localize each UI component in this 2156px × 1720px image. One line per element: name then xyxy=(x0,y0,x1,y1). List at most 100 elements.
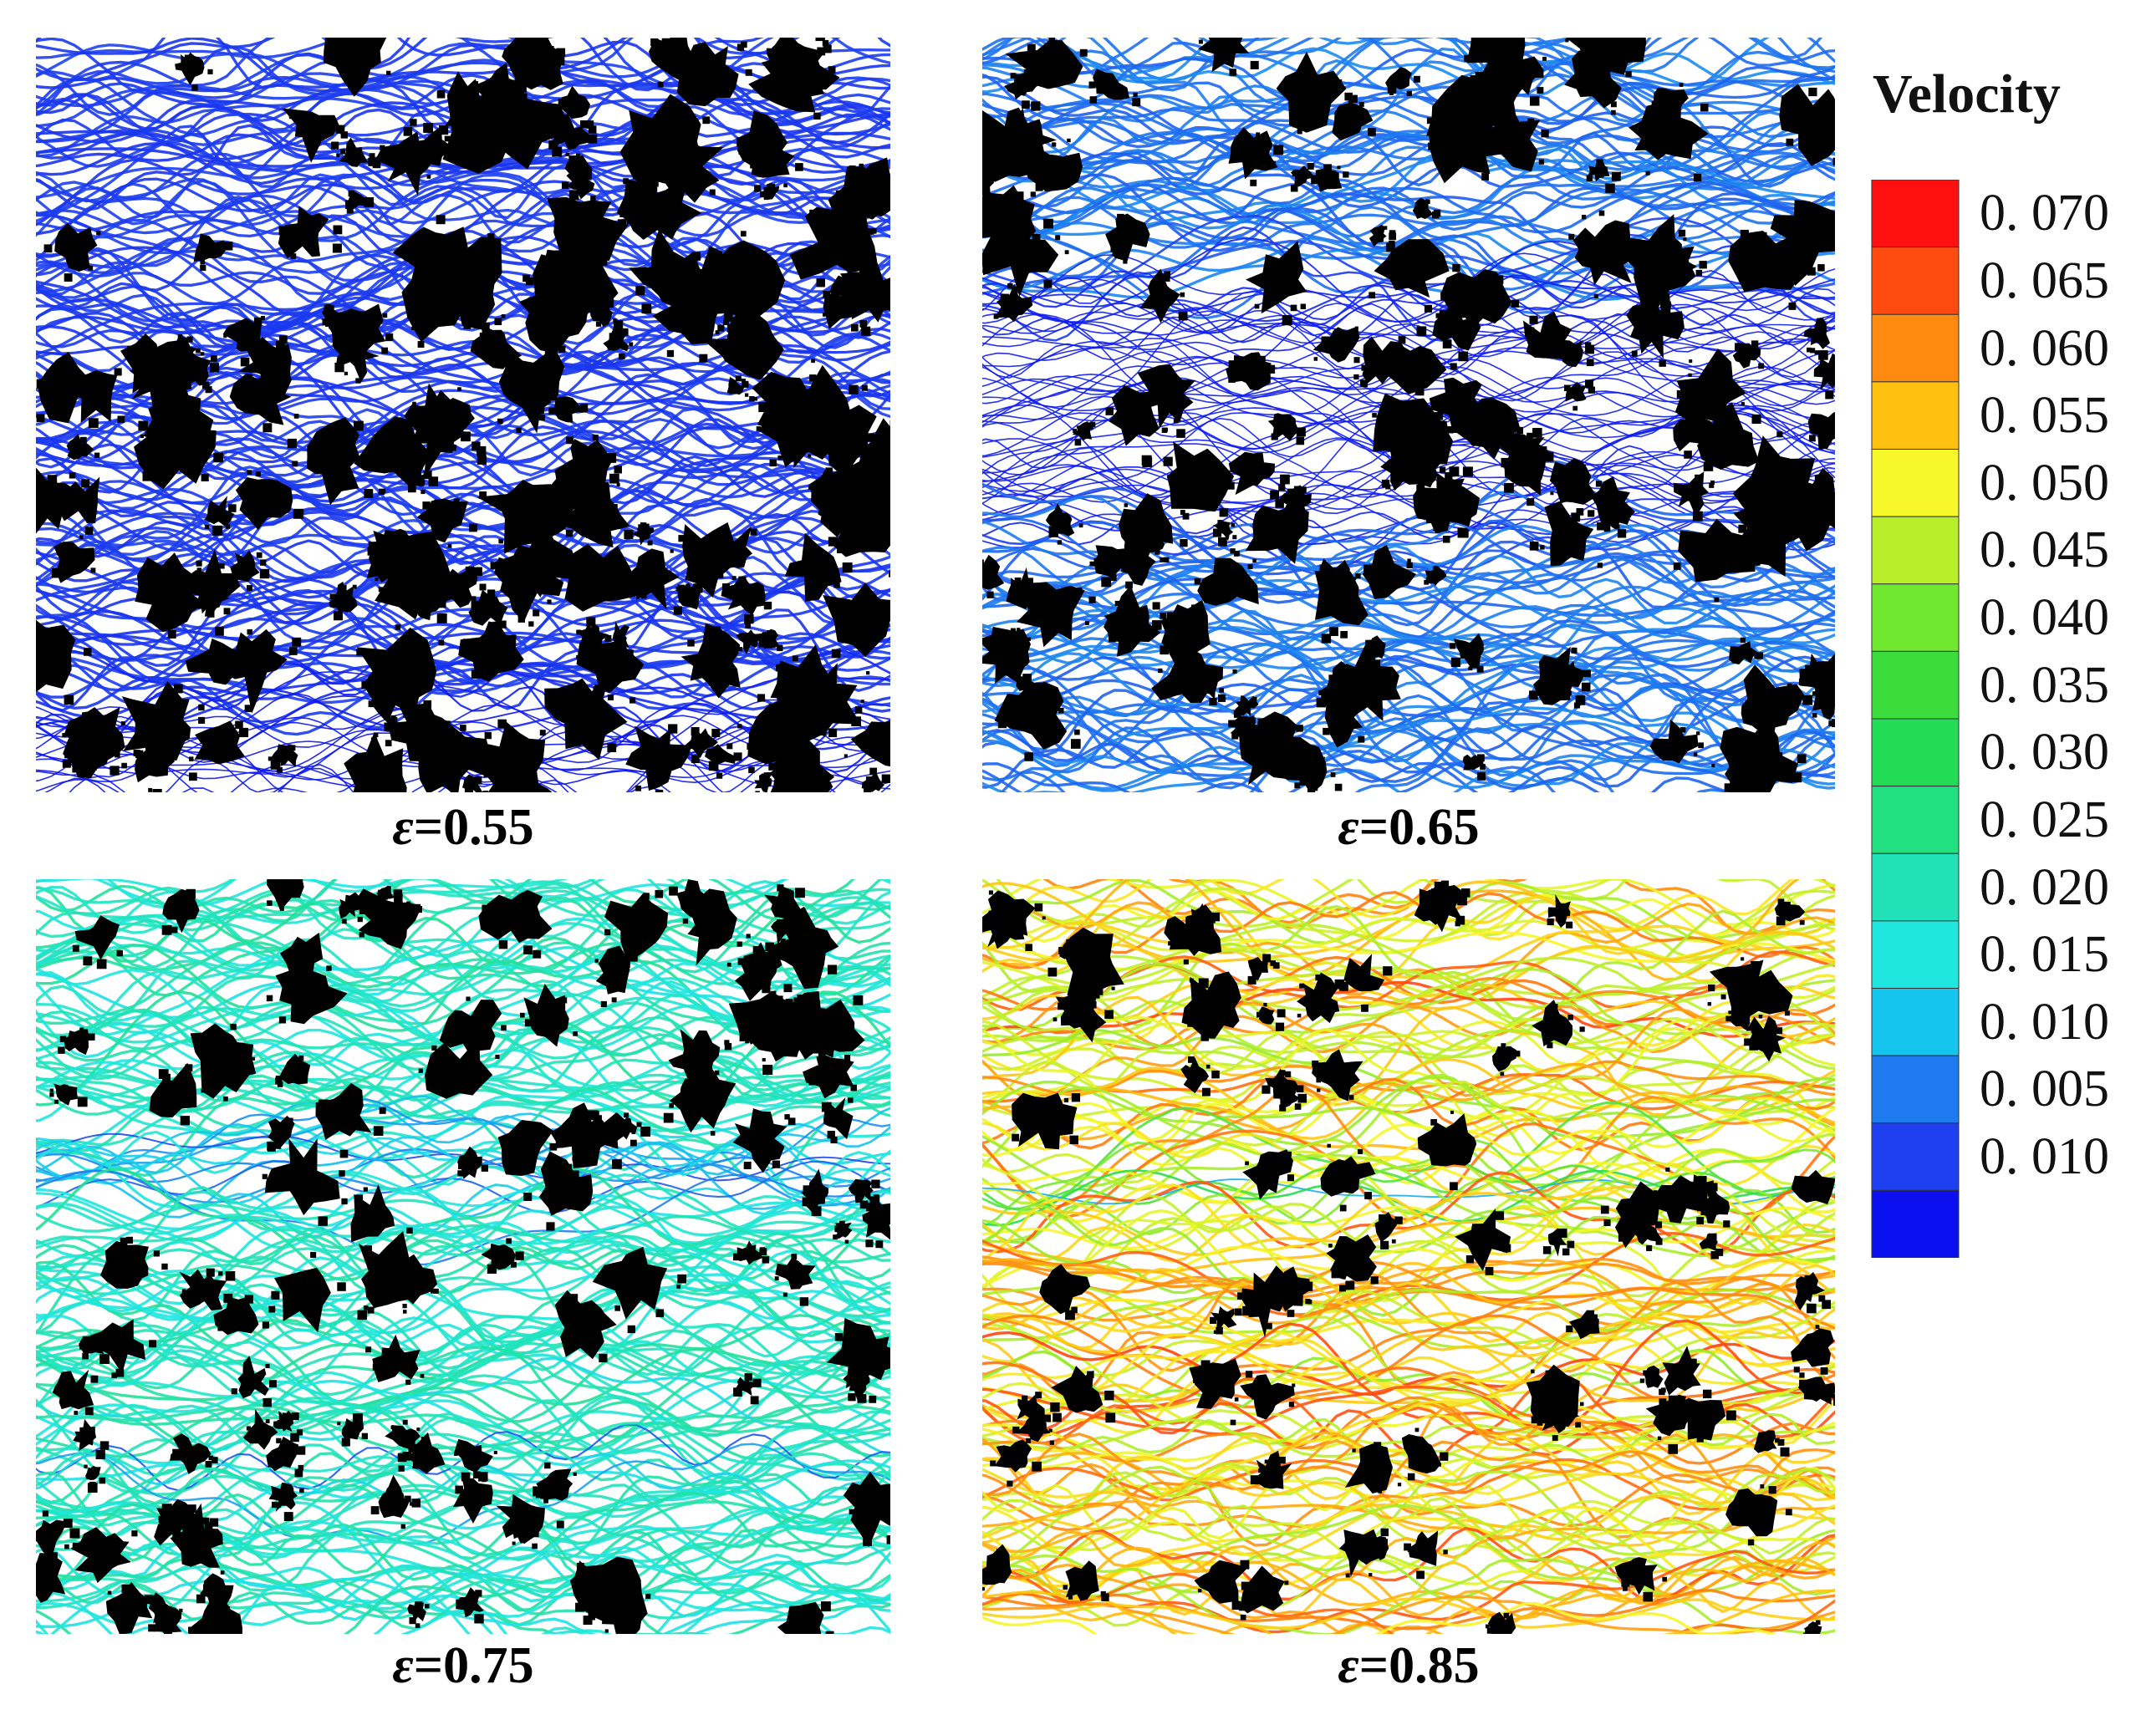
solid-grain xyxy=(550,1102,606,1168)
solid-speck xyxy=(1339,1285,1347,1292)
solid-speck xyxy=(1073,1005,1084,1015)
streamline xyxy=(982,1272,1835,1373)
solid-grain xyxy=(408,1432,446,1474)
solid-speck xyxy=(1516,426,1523,435)
solid-grain xyxy=(1197,557,1259,606)
streamline xyxy=(36,467,890,523)
solid-speck xyxy=(278,226,288,236)
solid-speck xyxy=(803,547,813,557)
solid-speck xyxy=(90,567,96,573)
solid-speck xyxy=(292,637,302,647)
solid-speck xyxy=(767,184,776,192)
solid-speck xyxy=(1219,508,1228,517)
streamline xyxy=(36,1143,890,1239)
solid-grain xyxy=(770,734,835,792)
solid-grain xyxy=(154,1613,182,1634)
solid-speck xyxy=(403,708,414,718)
solid-grain xyxy=(382,528,420,554)
solid-speck xyxy=(64,754,69,759)
streamline-panel-055 xyxy=(36,38,890,792)
streamline xyxy=(69,759,890,792)
solid-speck xyxy=(90,1375,99,1383)
solid-grain xyxy=(36,619,76,693)
solid-speck xyxy=(262,1173,268,1179)
streamline xyxy=(982,1012,1835,1121)
solid-grain xyxy=(1242,1149,1293,1200)
solid-speck xyxy=(368,542,378,552)
solid-speck xyxy=(786,925,794,934)
solid-speck xyxy=(181,1520,186,1524)
solid-speck xyxy=(1464,54,1471,62)
solid-speck xyxy=(1336,79,1343,85)
solid-speck xyxy=(1200,998,1210,1008)
solid-speck xyxy=(539,730,546,736)
streamline xyxy=(982,206,1835,319)
solid-speck xyxy=(498,939,508,949)
solid-speck xyxy=(872,466,880,475)
colorbar-tick-label: 0. 005 xyxy=(1980,1061,2109,1118)
solid-speck xyxy=(1339,1204,1347,1212)
solid-speck xyxy=(341,315,349,323)
solid-grain xyxy=(1039,1264,1091,1315)
solid-speck xyxy=(604,634,612,642)
solid-speck xyxy=(1781,901,1791,912)
solid-speck xyxy=(406,150,415,159)
solid-speck xyxy=(533,1486,543,1497)
solid-speck xyxy=(64,273,73,282)
streamline xyxy=(36,1232,890,1265)
solid-grain xyxy=(850,720,890,767)
solid-speck xyxy=(833,582,840,588)
streamline xyxy=(982,1114,1835,1184)
solid-speck xyxy=(997,720,1007,729)
colorbar-segment xyxy=(1871,247,1960,315)
solid-speck xyxy=(144,1595,154,1605)
solid-speck xyxy=(1032,233,1041,242)
solid-speck xyxy=(750,1396,759,1405)
solid-speck xyxy=(1687,1184,1697,1194)
solid-speck xyxy=(1337,165,1341,170)
solid-speck xyxy=(1611,109,1616,115)
solid-speck xyxy=(1327,1143,1331,1148)
solid-speck xyxy=(813,653,818,657)
solid-speck xyxy=(1756,730,1761,735)
solid-speck xyxy=(1530,96,1540,106)
solid-speck xyxy=(184,54,190,59)
solid-speck xyxy=(1450,657,1460,668)
solid-grain xyxy=(1791,1169,1835,1204)
solid-speck xyxy=(1500,1071,1505,1076)
solid-grain xyxy=(570,439,613,495)
solid-speck xyxy=(1369,292,1376,299)
colorbar-segment xyxy=(1871,718,1960,787)
solid-speck xyxy=(834,1333,844,1341)
streamline xyxy=(36,1280,890,1357)
solid-speck xyxy=(787,1117,796,1126)
solid-speck xyxy=(1527,432,1533,440)
solid-speck xyxy=(1383,226,1388,230)
solid-speck xyxy=(64,398,70,405)
solid-speck xyxy=(1280,1095,1291,1105)
solid-speck xyxy=(1010,628,1017,634)
solid-speck xyxy=(1211,1070,1220,1079)
solid-speck xyxy=(240,357,250,367)
solid-speck xyxy=(1217,520,1223,526)
solid-speck xyxy=(497,719,507,729)
solid-speck xyxy=(1358,1148,1363,1154)
solid-speck xyxy=(724,313,733,322)
solid-speck xyxy=(649,177,659,187)
solid-grain xyxy=(344,732,407,792)
solid-speck xyxy=(1205,1064,1211,1069)
streamline xyxy=(36,1351,890,1437)
solid-speck xyxy=(1378,1489,1383,1494)
solid-speck xyxy=(548,391,558,401)
solid-speck xyxy=(1280,474,1290,485)
solid-speck xyxy=(1071,1306,1078,1314)
solid-speck xyxy=(865,433,874,442)
solid-grain xyxy=(1547,894,1571,928)
solid-speck xyxy=(1832,1393,1835,1399)
solid-speck xyxy=(1803,460,1812,469)
solid-grain xyxy=(649,38,697,83)
solid-speck xyxy=(865,776,874,785)
solid-speck xyxy=(1238,1604,1246,1611)
solid-speck xyxy=(1768,1486,1776,1494)
solid-speck xyxy=(993,313,999,319)
